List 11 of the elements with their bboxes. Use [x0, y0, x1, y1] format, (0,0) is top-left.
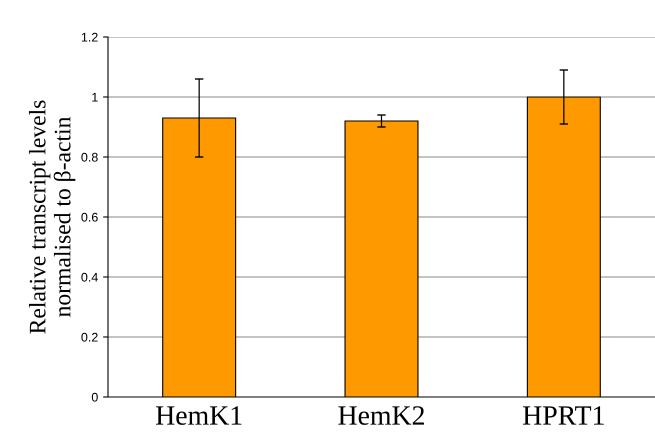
y-tick-label: 0: [92, 392, 98, 402]
y-tick-label: 1.2: [82, 32, 98, 42]
y-tick-label: 0.4: [81, 272, 98, 282]
x-tick-label: HemK1: [156, 406, 242, 425]
y-tick-label: 0.6: [81, 212, 98, 222]
y-tick-label: 0.8: [81, 152, 98, 162]
y-tick-label: 0.2: [81, 332, 98, 342]
y-axis-title: Relative transcript levels normalised to β-actin: [28, 100, 76, 334]
y-tick-label: 1: [92, 92, 98, 102]
x-tick-label: HPRT1: [523, 406, 604, 425]
x-tick-label: HemK2: [338, 406, 424, 425]
